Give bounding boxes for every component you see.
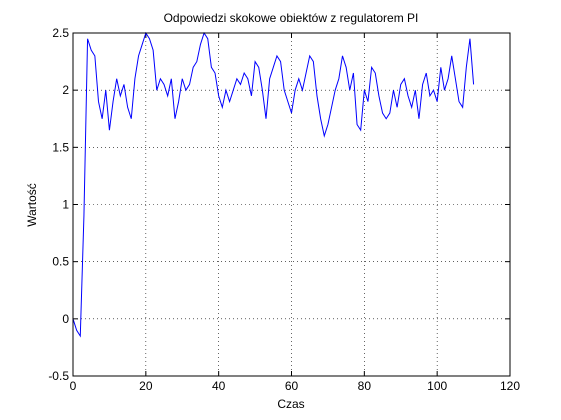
y-tick-label: 2 [62, 83, 69, 97]
axes-box [72, 32, 511, 377]
y-axis-label: Wartość [25, 183, 39, 227]
y-tick-label: 0 [62, 312, 69, 326]
y-tick-label: 1.5 [52, 140, 69, 154]
y-tick-label: 1 [62, 198, 69, 212]
x-tick-label: 40 [212, 379, 226, 393]
y-tick-label: 0.5 [52, 255, 69, 269]
data-line [72, 31, 475, 338]
x-tick-label: 20 [139, 379, 153, 393]
x-tick-label: 0 [70, 379, 77, 393]
y-tick-label: 2.5 [52, 26, 69, 40]
x-tick-label: 120 [500, 379, 520, 393]
x-tick-label: 60 [285, 379, 299, 393]
x-axis-label: Czas [277, 397, 304, 411]
x-tick-label: 80 [358, 379, 372, 393]
plot-area [73, 33, 510, 376]
y-tick-label: -0.5 [48, 369, 69, 383]
x-tick-label: 100 [427, 379, 447, 393]
chart-title: Odpowiedzi skokowe obiektów z regulatore… [164, 11, 419, 25]
